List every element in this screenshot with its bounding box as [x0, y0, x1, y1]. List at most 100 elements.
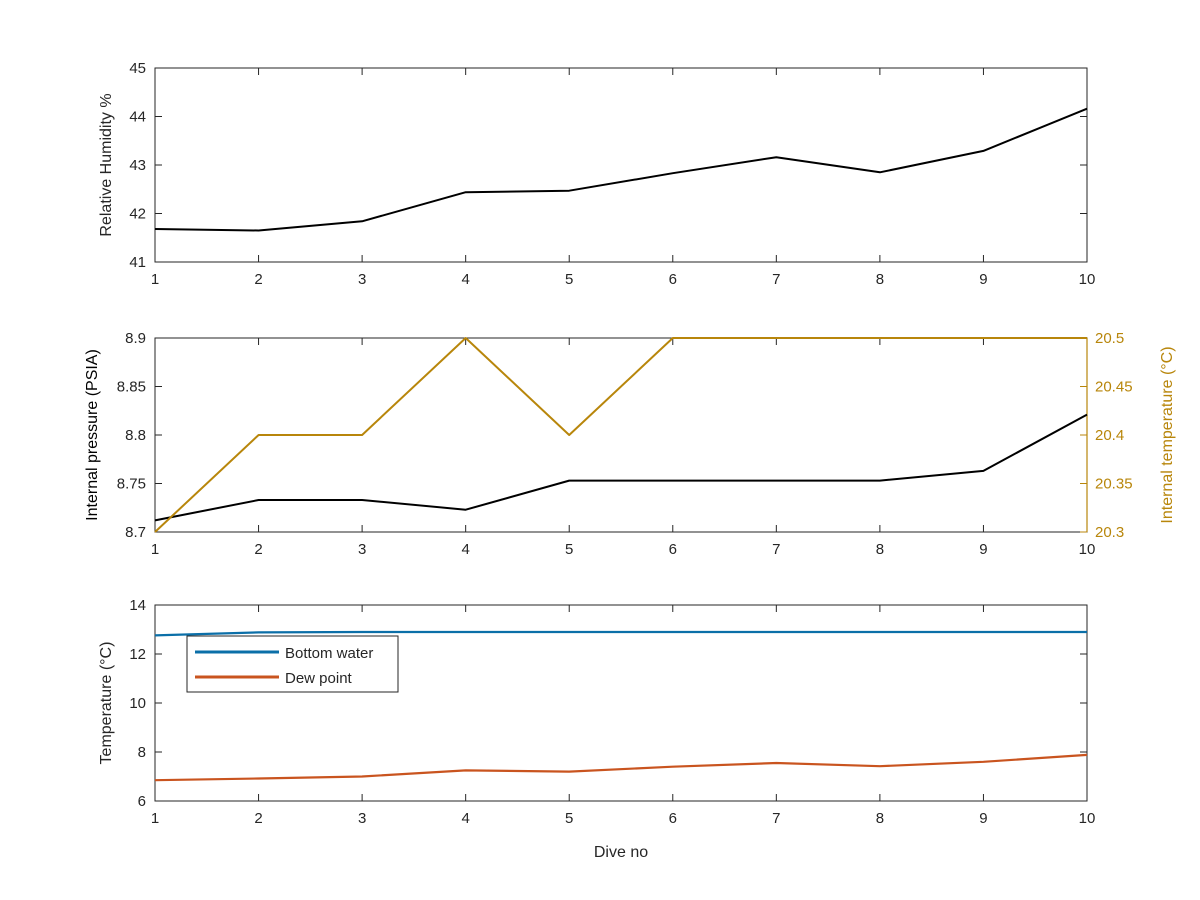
- data-point: [361, 434, 363, 436]
- data-point: [464, 769, 466, 771]
- data-point: [257, 499, 259, 501]
- y-axis-label: Relative Humidity %: [98, 93, 115, 236]
- data-point: [464, 508, 466, 510]
- x-tick-label: 7: [772, 271, 780, 288]
- data-point: [361, 631, 363, 633]
- series-line-panel1-left: [154, 107, 1088, 232]
- data-point: [879, 337, 881, 339]
- data-point: [568, 479, 570, 481]
- x-tick-label: 3: [358, 541, 366, 558]
- x-tick-label: 4: [461, 541, 469, 558]
- y2-tick-label: 20.4: [1095, 427, 1124, 444]
- x-tick-label: 5: [565, 541, 573, 558]
- x-tick-label: 3: [358, 810, 366, 827]
- data-point: [982, 761, 984, 763]
- x-tick-label: 9: [979, 810, 987, 827]
- x-tick-label: 4: [461, 271, 469, 288]
- data-point: [154, 531, 156, 533]
- legend: Bottom water Dew point: [186, 635, 399, 693]
- y-axis-label: Internal pressure (PSIA): [84, 349, 101, 521]
- y2-axis-label: Internal temperature (°C): [1159, 346, 1176, 523]
- y-tick-label: 8.8: [125, 427, 146, 444]
- data-point: [775, 762, 777, 764]
- y-tick-label: 41: [129, 254, 146, 271]
- data-point: [1086, 754, 1088, 756]
- x-tick-label: 8: [876, 541, 884, 558]
- x-tick-label: 4: [461, 810, 469, 827]
- data-point: [464, 191, 466, 193]
- data-point: [982, 150, 984, 152]
- data-point: [154, 634, 156, 636]
- x-tick-label: 6: [669, 271, 677, 288]
- x-tick-label: 2: [254, 271, 262, 288]
- data-point: [982, 470, 984, 472]
- data-point: [464, 631, 466, 633]
- y-tick-label: 42: [129, 206, 146, 223]
- data-point: [361, 499, 363, 501]
- panel-2: 1 2 3 4 5 6 7 8 9 10 8.7 8.75 8.8 8.85 8.9 20.3 20.35 20.…: [84, 330, 1176, 558]
- x-tick-label: 6: [669, 541, 677, 558]
- series-line-bottom-water: [154, 630, 1087, 637]
- legend-label: Dew point: [285, 670, 353, 687]
- data-point: [568, 190, 570, 192]
- data-point: [257, 777, 259, 779]
- x-tick-label: 2: [254, 541, 262, 558]
- y-tick-label: 8.85: [117, 379, 146, 396]
- y-tick-label: 8.75: [117, 476, 146, 493]
- data-point: [672, 172, 674, 174]
- data-point: [982, 631, 984, 633]
- x-tick-label: 5: [565, 810, 573, 827]
- x-tick-label: 6: [669, 810, 677, 827]
- data-point: [879, 765, 881, 767]
- data-point: [568, 631, 570, 633]
- data-point: [1086, 337, 1088, 339]
- y-tick-label: 43: [129, 157, 146, 174]
- x-tick-label: 10: [1079, 541, 1096, 558]
- x-tick-label: 2: [254, 810, 262, 827]
- data-point: [672, 337, 674, 339]
- data-point: [154, 779, 156, 781]
- plot-area: [154, 604, 1088, 802]
- data-point: [257, 229, 259, 231]
- x-tick-label: 9: [979, 271, 987, 288]
- series-line-dew-point: [154, 753, 1088, 782]
- x-tick-label: 5: [565, 271, 573, 288]
- y-tick-label: 44: [129, 109, 146, 126]
- data-point: [775, 631, 777, 633]
- data-point: [1086, 413, 1088, 415]
- y-tick-label: 10: [129, 695, 146, 712]
- y-tick-label: 8: [138, 744, 146, 761]
- x-tick-label: 7: [772, 810, 780, 827]
- data-point: [775, 479, 777, 481]
- data-point: [775, 337, 777, 339]
- data-point: [879, 171, 881, 173]
- x-tick-label: 1: [151, 541, 159, 558]
- x-tick-label: 8: [876, 271, 884, 288]
- data-point: [361, 220, 363, 222]
- y-tick-label: 6: [138, 793, 146, 810]
- x-axis-label: Dive no: [594, 844, 648, 861]
- legend-label: Bottom water: [285, 645, 373, 662]
- x-tick-label: 8: [876, 810, 884, 827]
- x-tick-label: 9: [979, 541, 987, 558]
- data-point: [672, 631, 674, 633]
- x-tick-label: 10: [1079, 271, 1096, 288]
- data-point: [154, 228, 156, 230]
- y2-tick-label: 20.3: [1095, 524, 1124, 541]
- y2-tick-label: 20.45: [1095, 379, 1133, 396]
- y-tick-label: 14: [129, 597, 146, 614]
- data-point: [982, 337, 984, 339]
- x-tick-label: 3: [358, 271, 366, 288]
- data-point: [464, 337, 466, 339]
- data-point: [879, 631, 881, 633]
- y-axis-label: Temperature (°C): [98, 642, 115, 765]
- y2-tick-label: 20.35: [1095, 476, 1133, 493]
- data-point: [568, 434, 570, 436]
- data-point: [257, 631, 259, 633]
- data-point: [775, 156, 777, 158]
- series-line-panel2-right: [154, 337, 1087, 533]
- y2-tick-label: 20.5: [1095, 330, 1124, 347]
- data-point: [1086, 631, 1088, 633]
